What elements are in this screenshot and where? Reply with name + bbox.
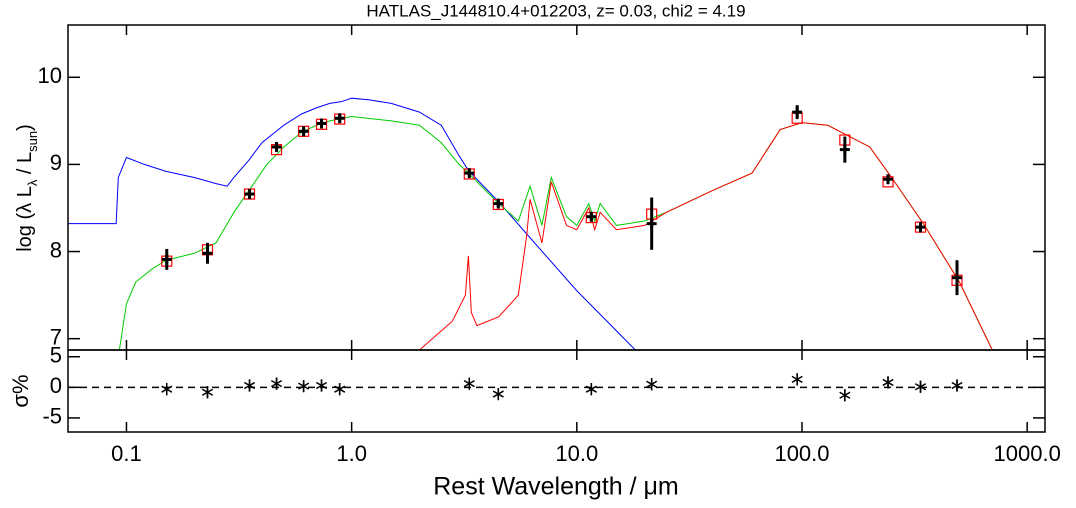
photometry-point [298, 126, 309, 137]
residual-point [882, 376, 894, 389]
model-curve [68, 97, 636, 350]
chart-title: HATLAS_J144810.4+012203, z= 0.03, chi2 =… [366, 1, 745, 20]
residual-point [334, 383, 346, 396]
top-plot [68, 97, 993, 350]
axes: 0.1 1.0 10.0 100.0 1000.0 7 8 9 10 -5 0 5 [38, 25, 1061, 466]
marker-stroke [463, 380, 475, 388]
photometry-point [316, 118, 327, 129]
x-tick-label: 10.0 [555, 441, 598, 466]
marker-stroke [201, 388, 214, 396]
residual-point [243, 379, 256, 392]
residual-point [646, 378, 658, 391]
photometry-point [161, 254, 172, 265]
marker-stroke [243, 381, 256, 390]
photometry-point [493, 198, 504, 209]
marker-stroke [334, 385, 346, 393]
photometry-point [586, 211, 597, 222]
residual-point [492, 388, 504, 401]
y-axis-label: σ% [8, 374, 33, 407]
marker-stroke [492, 390, 504, 398]
marker-stroke [161, 385, 173, 393]
y-axis-label: log (λ Lλ / Lsun) [14, 124, 40, 252]
residual-point [585, 383, 597, 396]
photometry-point [883, 174, 894, 185]
marker-stroke [585, 385, 597, 393]
residual-point [951, 379, 963, 392]
photometry-point [334, 113, 345, 124]
photometry-point [244, 189, 255, 200]
y-label-part: log (λ L [14, 186, 36, 252]
residual-point [270, 377, 283, 390]
residual-point [463, 377, 475, 390]
bottom-plot [68, 373, 1045, 402]
marker-stroke [951, 381, 963, 390]
residual-point [315, 379, 328, 392]
x-tick-label: 0.1 [111, 441, 142, 466]
marker-stroke [882, 378, 894, 387]
photometry-point [646, 218, 657, 229]
photometry-point [271, 141, 282, 152]
marker-stroke [839, 391, 851, 399]
residual-point [914, 380, 927, 393]
y-tick-label: 5 [50, 343, 62, 368]
photometry-point [952, 272, 963, 283]
residual-point [298, 380, 310, 393]
y-tick-label: 8 [50, 237, 62, 262]
photometry-point [792, 107, 803, 118]
marker-stroke [298, 382, 310, 390]
y-tick-label: 0 [50, 373, 62, 398]
residual-point [839, 389, 851, 402]
marker-stroke [914, 383, 927, 391]
y-label-part: / L [14, 152, 36, 180]
x-tick-label: 1.0 [336, 441, 367, 466]
y-tick-label: 9 [50, 150, 62, 175]
x-tick-label: 100.0 [774, 441, 829, 466]
residual-point [161, 383, 173, 396]
y-tick-label: 7 [50, 324, 62, 349]
y-label-sub: λ [25, 179, 40, 186]
x-axis-label: Rest Wavelength / μm [433, 473, 679, 501]
photometry-point [202, 248, 213, 259]
marker-stroke [315, 381, 328, 390]
residual-point [791, 373, 803, 386]
marker-stroke [791, 375, 803, 384]
x-tick-label: 1000.0 [994, 441, 1061, 466]
residual-point [201, 386, 214, 399]
y-tick-label: 10 [38, 63, 62, 88]
photometry-point [915, 222, 926, 233]
y-label-part: ) [14, 124, 36, 131]
y-label-sub: sun [25, 131, 40, 152]
marker-stroke [270, 380, 283, 388]
photometry-point [464, 168, 475, 179]
photometry-point [839, 144, 850, 155]
marker-stroke [646, 380, 658, 388]
y-tick-label: -5 [42, 404, 62, 429]
bottom-frame [67, 349, 1046, 433]
